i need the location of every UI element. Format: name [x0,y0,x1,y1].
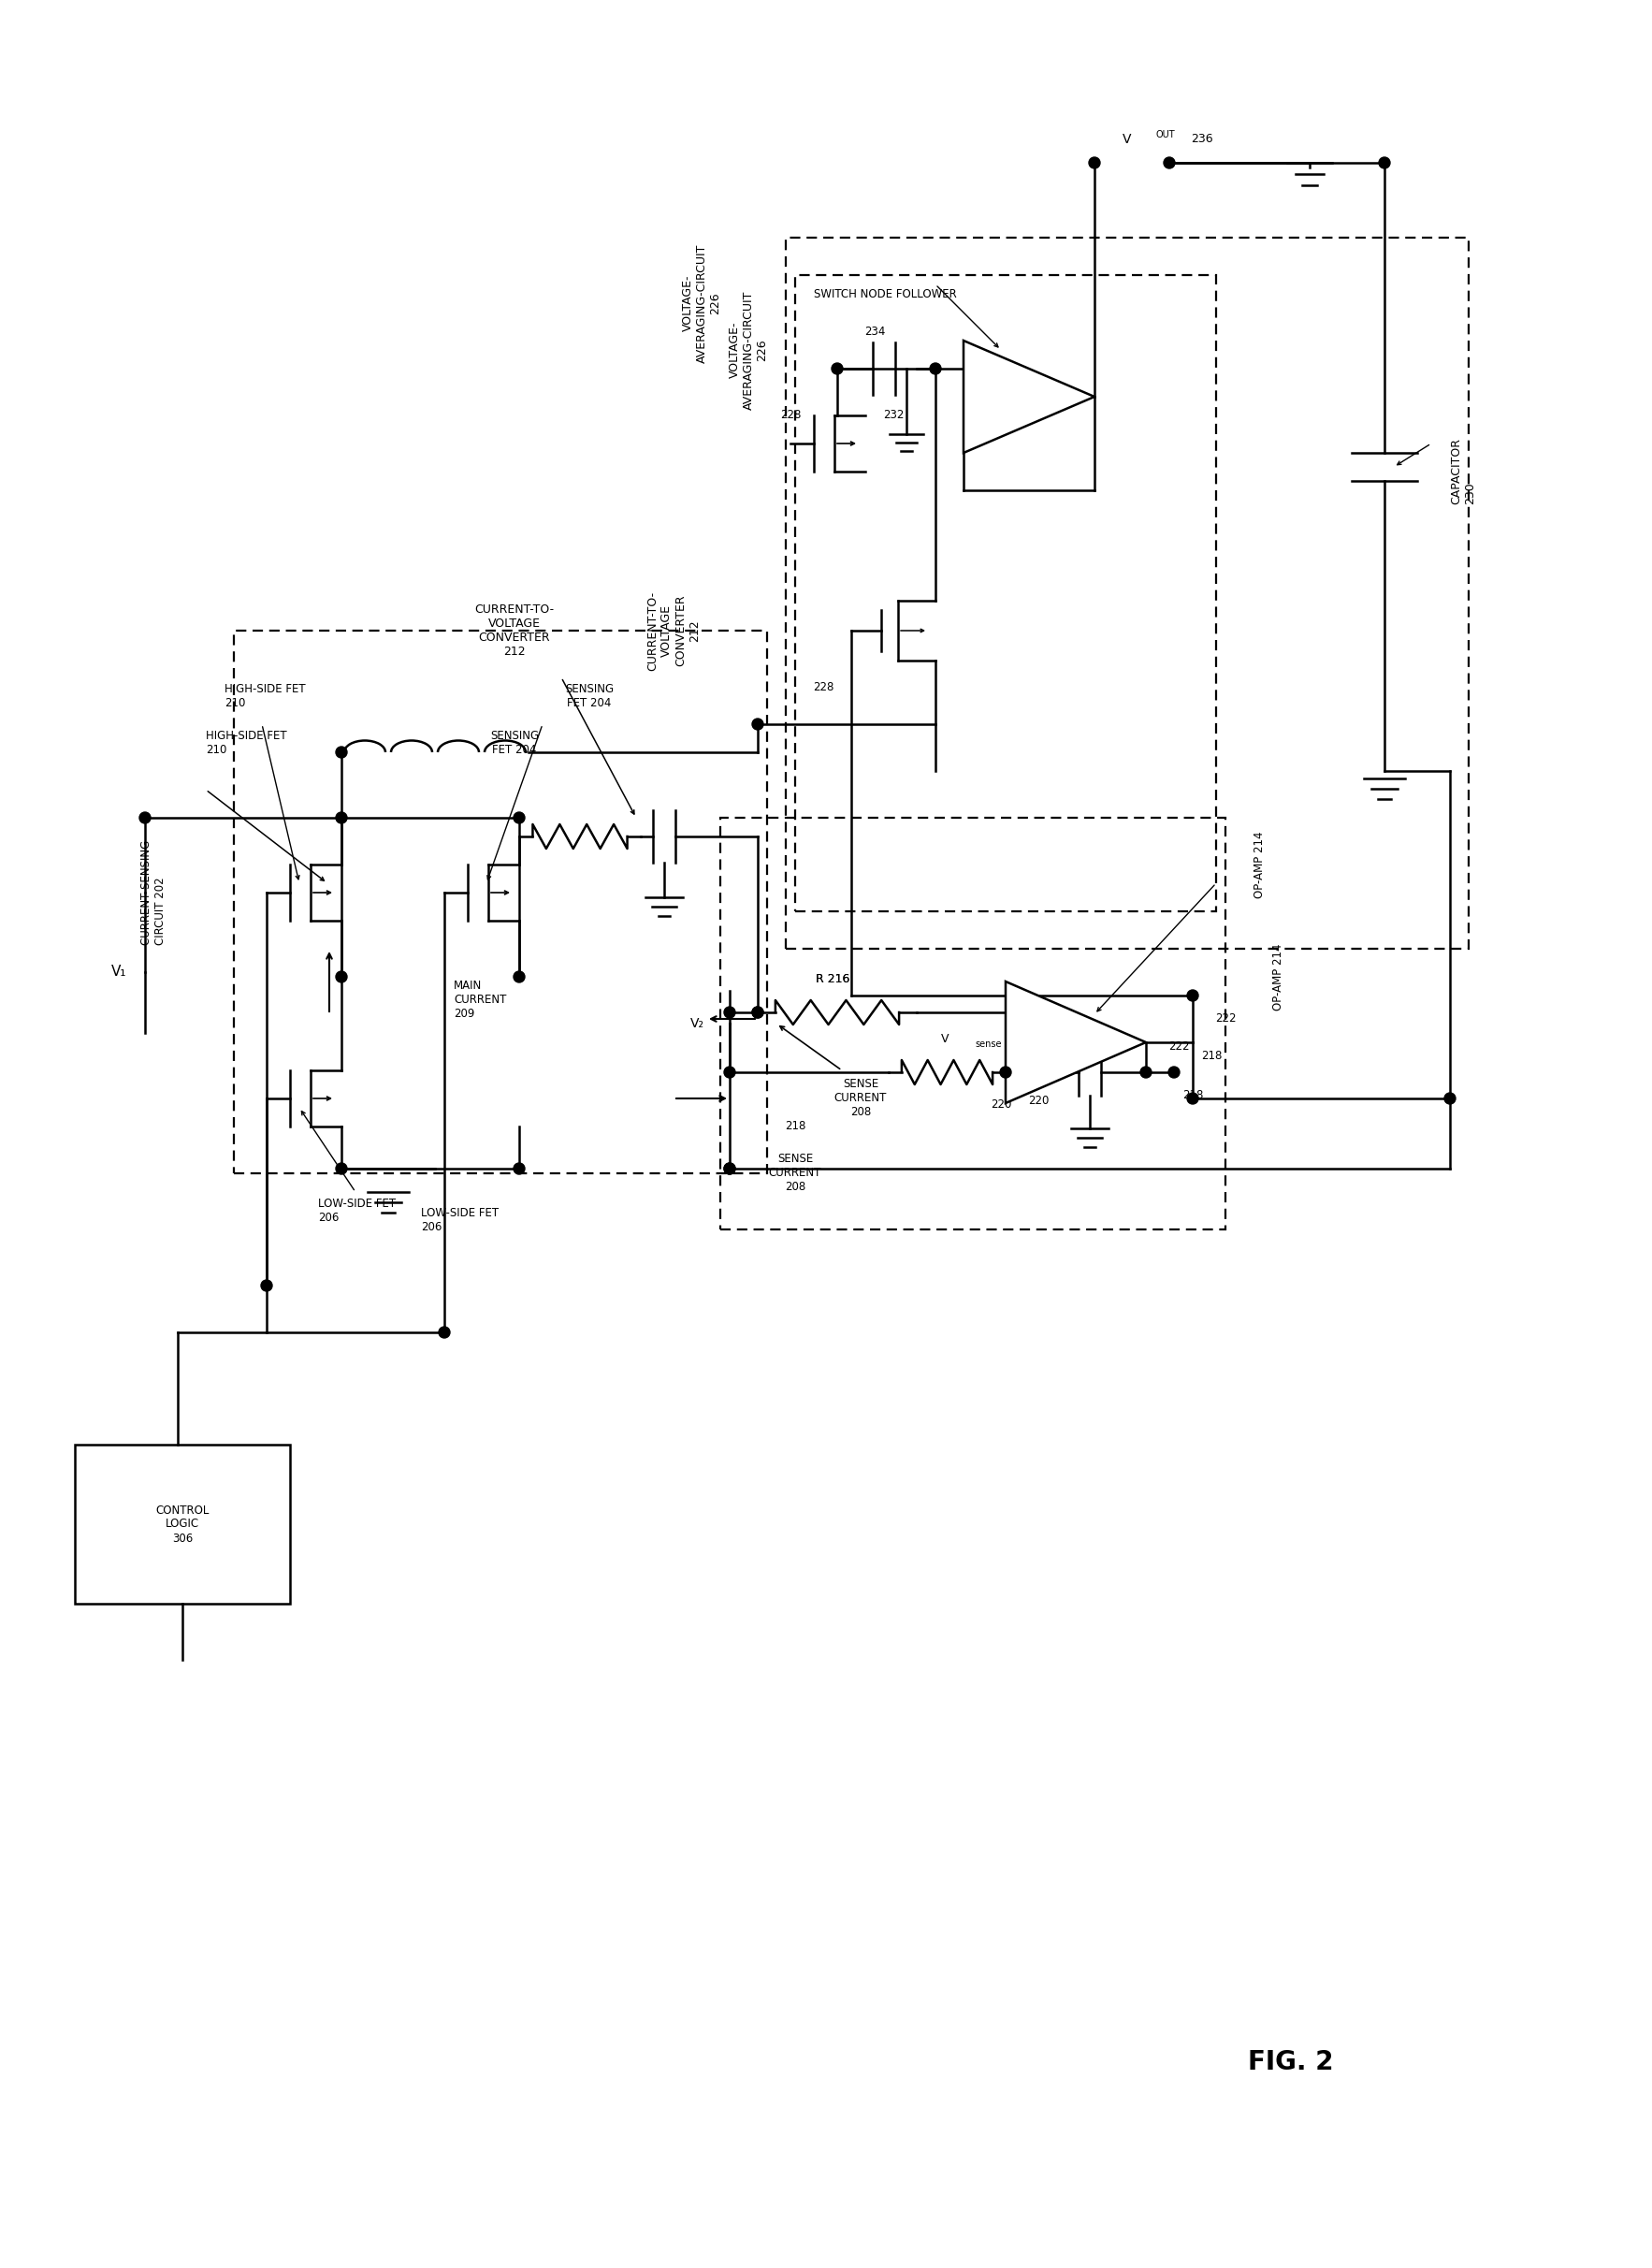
Bar [720,819,1226,1229]
Text: V₁: V₁ [111,966,127,980]
Text: 218: 218 [785,1120,806,1132]
Circle shape [752,1007,763,1018]
Text: LOW-SIDE FET
206: LOW-SIDE FET 206 [319,1198,396,1225]
Circle shape [335,1163,347,1175]
Text: SENSING
FET 204: SENSING FET 204 [565,683,613,710]
Circle shape [724,1066,735,1077]
Circle shape [335,746,347,758]
Circle shape [514,812,525,823]
Circle shape [724,1163,735,1175]
Text: −: − [980,413,991,426]
Circle shape [724,1007,735,1018]
Text: OUT: OUT [1155,129,1175,138]
Text: VOLTAGE-
AVERAGING-CIRCUIT
226: VOLTAGE- AVERAGING-CIRCUIT 226 [682,243,722,363]
Text: 222: 222 [1214,1014,1236,1025]
Text: V₂: V₂ [691,1016,704,1030]
Bar [74,1445,291,1603]
Text: 228: 228 [813,680,834,692]
Text: VOLTAGE-
AVERAGING-CIRCUIT
226: VOLTAGE- AVERAGING-CIRCUIT 226 [729,290,768,411]
Text: −: − [1023,1059,1034,1073]
Text: 218: 218 [1201,1050,1222,1061]
Text: 234: 234 [864,324,885,338]
Text: 232: 232 [882,408,904,422]
Polygon shape [1006,982,1146,1102]
Text: SENSE
CURRENT
208: SENSE CURRENT 208 [834,1077,887,1118]
Text: CAPACITOR
230: CAPACITOR 230 [1450,438,1477,506]
Text: OP-AMP 214: OP-AMP 214 [1272,943,1284,1009]
Circle shape [514,971,525,982]
Bar [795,274,1216,912]
Text: MAIN
CURRENT
209: MAIN CURRENT 209 [454,980,507,1021]
Circle shape [1188,989,1198,1000]
Circle shape [514,1163,525,1175]
Circle shape [335,971,347,982]
Text: CURRENT-TO-
VOLTAGE
CONVERTER
212: CURRENT-TO- VOLTAGE CONVERTER 212 [474,603,555,658]
Text: 220: 220 [1028,1093,1049,1107]
Text: FIG. 2: FIG. 2 [1249,2048,1333,2075]
Circle shape [139,812,150,823]
Bar [786,238,1469,948]
Text: sense: sense [975,1039,1001,1048]
Text: OP-AMP 214: OP-AMP 214 [1254,830,1265,898]
Circle shape [930,363,942,374]
Circle shape [831,363,843,374]
Circle shape [439,1327,449,1338]
Text: 236: 236 [1191,134,1213,145]
Text: SWITCH NODE FOLLOWER: SWITCH NODE FOLLOWER [814,288,957,299]
Circle shape [335,812,347,823]
Text: 224: 224 [1009,1034,1031,1046]
Text: 228: 228 [780,408,801,422]
Circle shape [1140,1066,1151,1077]
Text: R 216: R 216 [816,973,849,987]
Text: 218: 218 [1183,1089,1203,1102]
Text: SENSE
CURRENT
208: SENSE CURRENT 208 [768,1152,821,1193]
Circle shape [1089,156,1100,168]
Text: +: + [981,372,991,386]
Circle shape [1163,156,1175,168]
Circle shape [1168,1066,1180,1077]
Circle shape [1444,1093,1455,1105]
Polygon shape [963,340,1095,454]
Text: +: + [1023,1016,1034,1030]
Circle shape [999,1066,1011,1077]
Circle shape [752,1007,763,1018]
Text: HIGH-SIDE FET
210: HIGH-SIDE FET 210 [225,683,306,710]
Circle shape [1379,156,1389,168]
Text: CURRENT-TO-
VOLTAGE
CONVERTER
212: CURRENT-TO- VOLTAGE CONVERTER 212 [646,590,700,671]
Text: 222: 222 [1168,1041,1189,1052]
Text: CONTROL
LOGIC
306: CONTROL LOGIC 306 [155,1504,210,1545]
Text: R 216: R 216 [816,973,849,987]
Text: LOW-SIDE FET
206: LOW-SIDE FET 206 [421,1207,499,1234]
Circle shape [1188,1093,1198,1105]
Text: V: V [942,1034,948,1046]
Text: 220: 220 [991,1100,1011,1111]
Text: V: V [1123,134,1132,145]
Text: CURRENT SENSING
CIRCUIT 202: CURRENT SENSING CIRCUIT 202 [140,839,167,946]
Circle shape [261,1279,273,1290]
Circle shape [752,719,763,730]
Text: SENSING
FET 204: SENSING FET 204 [491,730,539,755]
Bar [235,631,767,1173]
Circle shape [724,1163,735,1175]
Text: HIGH-SIDE FET
210: HIGH-SIDE FET 210 [206,730,287,755]
